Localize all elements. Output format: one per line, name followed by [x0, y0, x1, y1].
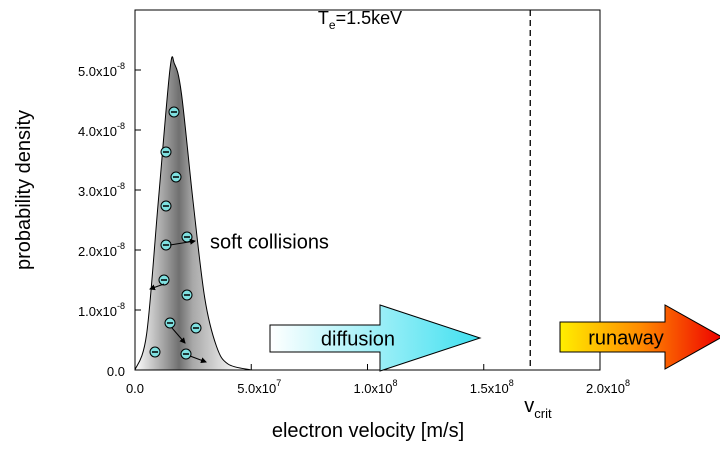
tick-exponent: -8: [117, 121, 125, 131]
tick-exponent: -8: [117, 301, 125, 311]
tick-exponent: -8: [117, 241, 125, 251]
tick-exponent: -8: [117, 61, 125, 71]
critical-velocity-v: v: [524, 395, 534, 417]
plot-area: [134, 56, 252, 371]
chart-title: Te=1.5keV: [318, 8, 402, 32]
diffusion-arrow: [269, 304, 482, 372]
annotation: soft collisions: [210, 231, 329, 253]
critical-velocity-subscript: crit: [534, 406, 552, 421]
tick-exponent: 7: [276, 378, 281, 388]
tick-exponent: -8: [117, 181, 125, 191]
tick-label: 5.0x107: [237, 378, 281, 396]
tick-exponent: 8: [625, 378, 630, 388]
tick-label: 1.0x108: [353, 378, 397, 396]
tick-label: 0.0: [107, 364, 125, 379]
y-axis-label: probability density: [13, 110, 35, 270]
tick-label: 2.0x10-8: [78, 241, 125, 259]
title-suffix: =1.5keV: [336, 8, 403, 28]
title-subscript: e: [329, 18, 336, 32]
x-axis-label: electron velocity [m/s]: [272, 420, 464, 442]
tick-label: 1.0x10-8: [78, 301, 125, 319]
annotation: diffusion: [321, 328, 395, 350]
annotation: runaway: [588, 327, 664, 349]
tick-label: 5.0x10-8: [78, 61, 125, 79]
tick-exponent: 8: [393, 378, 398, 388]
runaway-arrow: [559, 304, 720, 370]
tick-label: 4.0x10-8: [78, 121, 125, 139]
tick-label: 2.0x108: [586, 378, 630, 396]
tick-label: 0.0: [126, 381, 144, 396]
tick-exponent: 8: [509, 378, 514, 388]
tick-label: 3.0x10-8: [78, 181, 125, 199]
critical-velocity-label: vcrit: [524, 395, 552, 421]
distribution-area: [135, 56, 252, 370]
distribution-curve: [134, 56, 252, 371]
electrons: [149, 106, 207, 364]
tick-label: 1.5x108: [470, 378, 514, 396]
title-text: T: [318, 8, 329, 28]
